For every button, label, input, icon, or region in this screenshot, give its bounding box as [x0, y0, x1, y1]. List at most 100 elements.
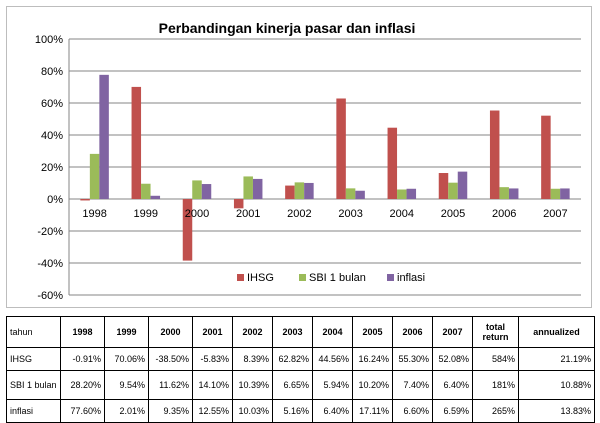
bar	[285, 185, 295, 199]
legend-label: IHSG	[247, 272, 274, 284]
legend-label: inflasi	[397, 272, 425, 284]
bar	[233, 199, 244, 209]
table-header-cell: 2005	[352, 316, 393, 348]
x-tick-label: 2004	[390, 208, 414, 220]
table-cell: 584%	[472, 347, 519, 371]
bar-chart: Perbandingan kinerja pasar dan inflasi -…	[35, 20, 581, 302]
bar	[508, 188, 519, 199]
table-cell: 28.20%	[60, 370, 105, 400]
data-table: tahun 1998 1999 2000 2001 2002 2003 2004 2005 200…	[6, 316, 595, 423]
x-tick-label: 2007	[543, 208, 567, 220]
y-tick-label: 80%	[41, 66, 63, 78]
bar	[182, 199, 193, 261]
bar	[345, 188, 356, 199]
x-tick-label: 2003	[338, 208, 362, 220]
table-cell: 16.24%	[352, 347, 393, 371]
table-row-label: IHSG	[6, 347, 61, 371]
table-header-cell: 2003	[272, 316, 313, 348]
x-tick-label: 2001	[236, 208, 260, 220]
table-header-cell: 2006	[392, 316, 433, 348]
legend-swatch	[237, 274, 244, 281]
y-tick-label: 0%	[47, 194, 63, 206]
y-tick-label: -60%	[37, 290, 63, 302]
bar	[141, 183, 151, 199]
x-tick-label: 2000	[185, 208, 209, 220]
table-cell: 70.06%	[104, 347, 149, 371]
bar	[457, 171, 468, 199]
x-tick-label: 1998	[82, 208, 106, 220]
bar	[336, 98, 346, 199]
y-tick-label: 40%	[41, 130, 63, 142]
table-cell: 10.39%	[232, 370, 273, 400]
table-cell: 6.59%	[432, 399, 473, 423]
axes: -60% -40% -20% 0% 20% 40% 60% 80% 100%	[35, 34, 581, 302]
table-cell: 77.60%	[60, 399, 105, 423]
legend-label: SBI 1 bulan	[309, 272, 366, 284]
table-cell: -0.91%	[60, 347, 105, 371]
bar	[201, 184, 212, 199]
bars	[80, 74, 570, 261]
bar	[397, 189, 407, 199]
bar	[387, 127, 398, 199]
table-header-cell: 2001	[192, 316, 233, 348]
table-row-label: inflasi	[6, 399, 61, 423]
bar	[243, 176, 253, 199]
bar	[489, 110, 500, 199]
legend-swatch	[387, 274, 394, 281]
bar	[99, 74, 109, 199]
bar	[406, 188, 417, 199]
table-cell: 17.11%	[352, 399, 393, 423]
y-tick-label: 100%	[35, 34, 63, 46]
y-tick-label: 60%	[41, 98, 63, 110]
table-cell: -38.50%	[148, 347, 193, 371]
table-cell: 10.20%	[352, 370, 393, 400]
table-header-cell: 2004	[312, 316, 353, 348]
table-cell: 10.88%	[518, 370, 595, 400]
bar	[131, 86, 142, 199]
x-tick-label: 2005	[441, 208, 465, 220]
table-header-cell: 2000	[148, 316, 193, 348]
table-row: IHSG -0.91% 70.06% -38.50% -5.83% 8.39% 62.82%…	[6, 347, 595, 371]
chart-frame: Perbandingan kinerja pasar dan inflasi -…	[6, 6, 592, 308]
table-cell: 12.55%	[192, 399, 233, 423]
x-tick-label: 1999	[134, 208, 158, 220]
table-header-label: tahun	[6, 316, 61, 348]
table-cell: 6.60%	[392, 399, 433, 423]
bar	[150, 195, 161, 199]
table-header-cell: 1999	[104, 316, 149, 348]
table-cell: 62.82%	[272, 347, 313, 371]
table-row: SBI 1 bulan 28.20% 9.54% 11.62% 14.10% 10.39%…	[6, 370, 595, 400]
table-cell: 265%	[472, 399, 519, 423]
table-cell: 181%	[472, 370, 519, 400]
table-header-row: tahun 1998 1999 2000 2001 2002 2003 2004 2005 200…	[6, 316, 595, 348]
bar	[560, 188, 570, 199]
table-cell: 6.65%	[272, 370, 313, 400]
category-labels: 1998 1999 2000 2001 2002 2003 2004 2005 2006 2007	[82, 208, 567, 220]
table-header-cell: 2002	[232, 316, 273, 348]
table-cell: 14.10%	[192, 370, 233, 400]
bar	[550, 188, 561, 199]
table-cell: 8.39%	[232, 347, 273, 371]
table-cell: 5.16%	[272, 399, 313, 423]
table-cell: 2.01%	[104, 399, 149, 423]
table-header-cell: 1998	[60, 316, 105, 348]
bar	[89, 153, 100, 199]
x-tick-label: 2002	[287, 208, 311, 220]
table-cell: 13.83%	[518, 399, 595, 423]
table-cell: 52.08%	[432, 347, 473, 371]
table-cell: 9.35%	[148, 399, 193, 423]
table-header-cell: total return	[472, 316, 519, 348]
table-cell: 44.56%	[312, 347, 353, 371]
y-tick-label: 20%	[41, 162, 63, 174]
chart-title: Perbandingan kinerja pasar dan inflasi	[159, 20, 416, 36]
table-cell: 6.40%	[432, 370, 473, 400]
bar	[252, 178, 263, 199]
table-row: inflasi 77.60% 2.01% 9.35% 12.55% 10.03% 5.16%…	[6, 399, 595, 423]
legend-swatch	[299, 274, 306, 281]
table-cell: 6.40%	[312, 399, 353, 423]
bar	[438, 173, 449, 199]
bar	[541, 115, 551, 199]
bar	[294, 182, 305, 199]
table-cell: 9.54%	[104, 370, 149, 400]
bar	[192, 180, 202, 199]
